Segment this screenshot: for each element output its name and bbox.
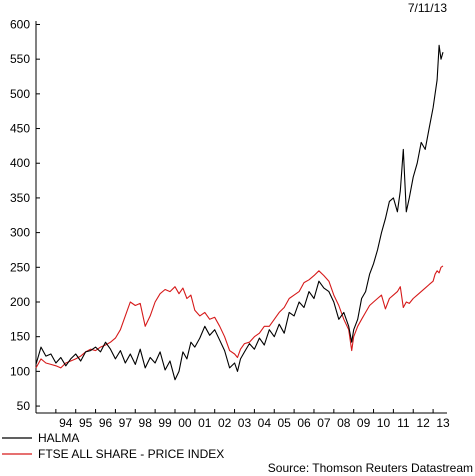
y-tick-label: 100 [10, 364, 30, 378]
x-tick-label: 01 [198, 416, 212, 430]
x-tick-label: 00 [178, 416, 192, 430]
y-axis: 50 100 150 200 250 300 350 400 450 500 550 600 [10, 17, 40, 413]
legend-label-halma: HALMA [38, 431, 79, 445]
x-tick-label: 10 [377, 416, 391, 430]
x-tick-label: 09 [357, 416, 371, 430]
y-tick-label: 550 [10, 52, 30, 66]
x-tick-label: 13 [436, 416, 450, 430]
y-tick-label: 200 [10, 295, 30, 309]
series-line-ftse [35, 265, 444, 369]
y-tick-label: 450 [10, 122, 30, 136]
x-tick-label: 04 [258, 416, 272, 430]
source-label: Source: Thomson Reuters Datastream [268, 461, 473, 475]
plot-area [35, 44, 444, 381]
x-tick-label: 06 [297, 416, 311, 430]
y-tick-label: 250 [10, 260, 30, 274]
x-tick-label: 05 [278, 416, 292, 430]
date-label: 7/11/13 [408, 1, 447, 15]
x-tick-label: 95 [79, 416, 93, 430]
y-tick-label: 600 [10, 17, 30, 31]
x-tick-label: 07 [317, 416, 331, 430]
y-tick-label: 350 [10, 191, 30, 205]
x-tick-label: 97 [119, 416, 133, 430]
y-tick-label: 400 [10, 156, 30, 170]
x-tick-label: 98 [139, 416, 153, 430]
x-tick-label: 08 [337, 416, 351, 430]
x-tick-label: 94 [59, 416, 73, 430]
x-tick-label: 02 [218, 416, 232, 430]
legend: HALMA FTSE ALL SHARE - PRICE INDEX [2, 431, 224, 461]
series-line-halma [35, 44, 444, 381]
x-tick-label: 12 [416, 416, 430, 430]
legend-label-ftse: FTSE ALL SHARE - PRICE INDEX [38, 447, 224, 461]
y-tick-label: 150 [10, 330, 30, 344]
x-tick-label: 96 [99, 416, 113, 430]
x-tick-label: 11 [397, 416, 410, 430]
y-tick-label: 500 [10, 87, 30, 101]
x-tick-label: 03 [238, 416, 252, 430]
y-tick-label: 300 [10, 226, 30, 240]
y-tick-label: 50 [17, 399, 31, 413]
x-tick-label: 99 [158, 416, 172, 430]
x-axis: 94 95 96 97 98 99 00 01 02 03 04 05 06 07 08 09 10 11 12 13 [35, 409, 450, 430]
